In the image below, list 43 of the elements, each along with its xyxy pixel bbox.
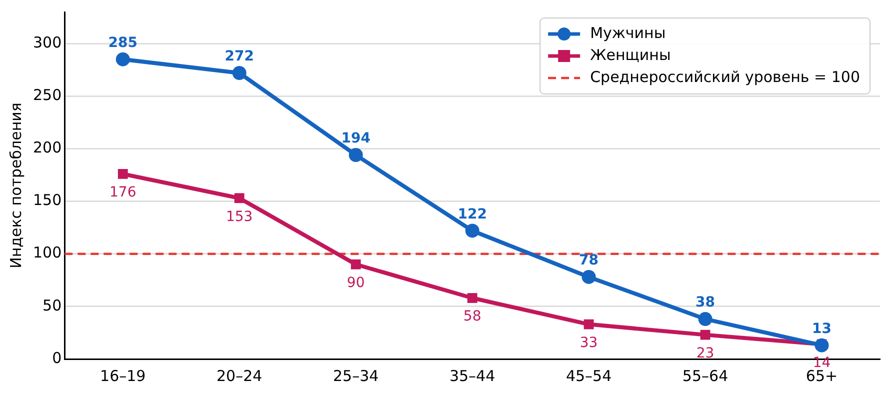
data-label: 194 [341,130,371,147]
y-tick-label: 200 [32,138,62,157]
y-tick-label: 300 [32,33,62,52]
legend-label: Женщины [590,46,671,64]
data-label: 122 [458,206,487,222]
y-tick-label: 250 [32,86,62,104]
y-axis-title: Индекс потребления [6,102,25,268]
point [232,66,246,80]
point [698,312,712,326]
point [118,168,128,179]
data-label: 23 [696,345,714,362]
x-tick-label: 25–34 [332,366,379,385]
point [700,330,710,340]
x-tick-label: 16–19 [100,366,146,385]
legend-label: Мужчины [590,24,666,42]
data-label: 78 [579,252,599,269]
data-label: 176 [110,184,136,201]
point [814,338,829,352]
x-tick-label: 35–44 [449,366,496,385]
x-tick-label: 20–24 [216,366,262,385]
y-tick-label: 50 [42,296,62,314]
data-label: 13 [812,320,832,337]
point [348,148,363,162]
y-tick-label: 0 [52,348,62,367]
legend-label: Среднероссийский уровень = 100 [590,68,860,86]
point [467,293,478,303]
data-label: 38 [696,294,716,311]
data-label: 285 [108,34,138,51]
y-tick-label: 150 [32,191,62,210]
point [582,270,596,284]
data-label: 90 [346,275,365,292]
x-tick-label: 55–64 [682,366,728,385]
data-label: 33 [580,334,598,351]
point [350,259,361,270]
x-tick-label: 45–54 [566,366,612,385]
data-label: 58 [463,308,482,325]
point [584,319,594,330]
point [116,52,130,66]
y-tick-label: 100 [32,244,62,262]
point [465,224,480,238]
data-label: 272 [224,48,254,65]
point [234,193,244,204]
data-label: 153 [226,208,253,225]
